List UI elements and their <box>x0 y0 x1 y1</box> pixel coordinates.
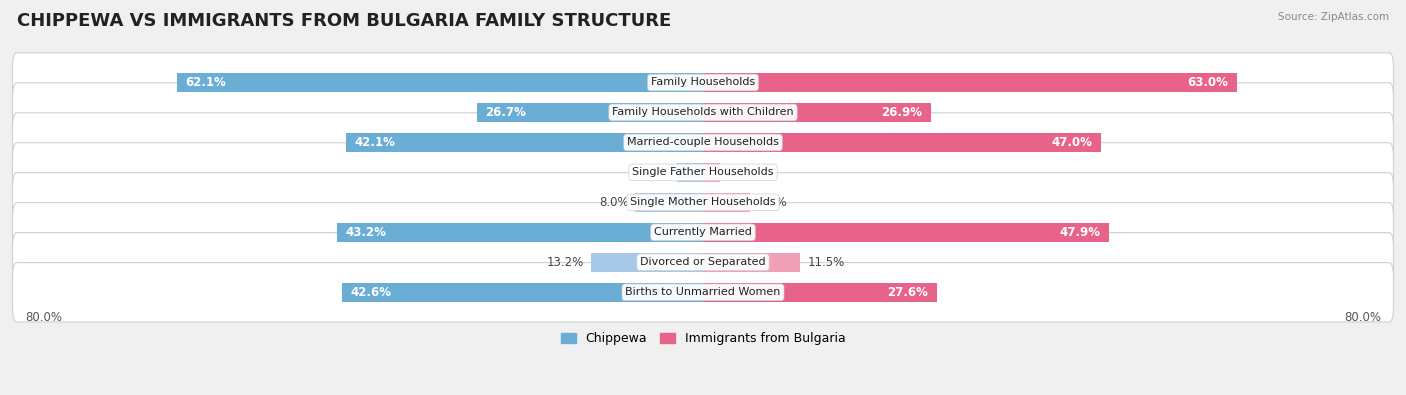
FancyBboxPatch shape <box>13 143 1393 202</box>
Bar <box>477 103 703 122</box>
FancyBboxPatch shape <box>13 53 1393 112</box>
Bar <box>636 193 703 212</box>
Bar <box>346 133 703 152</box>
Text: Family Households with Children: Family Households with Children <box>612 107 794 117</box>
FancyBboxPatch shape <box>13 203 1393 262</box>
Text: 47.9%: 47.9% <box>1059 226 1101 239</box>
Text: 42.6%: 42.6% <box>350 286 391 299</box>
Text: Family Households: Family Households <box>651 77 755 87</box>
Text: Divorced or Separated: Divorced or Separated <box>640 257 766 267</box>
Bar <box>342 283 703 301</box>
FancyBboxPatch shape <box>13 233 1393 292</box>
Bar <box>676 163 703 182</box>
Text: 42.1%: 42.1% <box>354 136 395 149</box>
Text: Currently Married: Currently Married <box>654 228 752 237</box>
Legend: Chippewa, Immigrants from Bulgaria: Chippewa, Immigrants from Bulgaria <box>555 327 851 350</box>
Text: 80.0%: 80.0% <box>25 311 62 324</box>
Text: 8.0%: 8.0% <box>599 196 628 209</box>
Bar <box>337 223 703 242</box>
Text: 13.2%: 13.2% <box>547 256 585 269</box>
FancyBboxPatch shape <box>13 173 1393 232</box>
Bar <box>703 163 720 182</box>
Text: Source: ZipAtlas.com: Source: ZipAtlas.com <box>1278 12 1389 22</box>
Bar <box>703 133 1101 152</box>
FancyBboxPatch shape <box>13 113 1393 172</box>
FancyBboxPatch shape <box>13 83 1393 142</box>
Bar <box>177 73 703 92</box>
Text: CHIPPEWA VS IMMIGRANTS FROM BULGARIA FAMILY STRUCTURE: CHIPPEWA VS IMMIGRANTS FROM BULGARIA FAM… <box>17 12 671 30</box>
Bar <box>703 73 1237 92</box>
Text: 11.5%: 11.5% <box>807 256 845 269</box>
FancyBboxPatch shape <box>13 263 1393 322</box>
Bar <box>703 223 1109 242</box>
Text: 43.2%: 43.2% <box>346 226 387 239</box>
Text: 80.0%: 80.0% <box>1344 311 1381 324</box>
Bar <box>703 283 936 301</box>
Bar <box>591 253 703 272</box>
Text: Births to Unmarried Women: Births to Unmarried Women <box>626 287 780 297</box>
Text: 27.6%: 27.6% <box>887 286 928 299</box>
Bar <box>703 253 800 272</box>
Text: Single Mother Households: Single Mother Households <box>630 198 776 207</box>
Text: 63.0%: 63.0% <box>1188 76 1229 89</box>
Bar <box>703 193 751 212</box>
Text: Single Father Households: Single Father Households <box>633 167 773 177</box>
Text: 62.1%: 62.1% <box>186 76 226 89</box>
Text: 3.1%: 3.1% <box>640 166 669 179</box>
Text: Married-couple Households: Married-couple Households <box>627 137 779 147</box>
Text: 26.7%: 26.7% <box>485 106 526 119</box>
Text: 26.9%: 26.9% <box>882 106 922 119</box>
Bar <box>703 103 931 122</box>
Text: 5.6%: 5.6% <box>758 196 787 209</box>
Text: 47.0%: 47.0% <box>1052 136 1092 149</box>
Text: 2.0%: 2.0% <box>727 166 756 179</box>
